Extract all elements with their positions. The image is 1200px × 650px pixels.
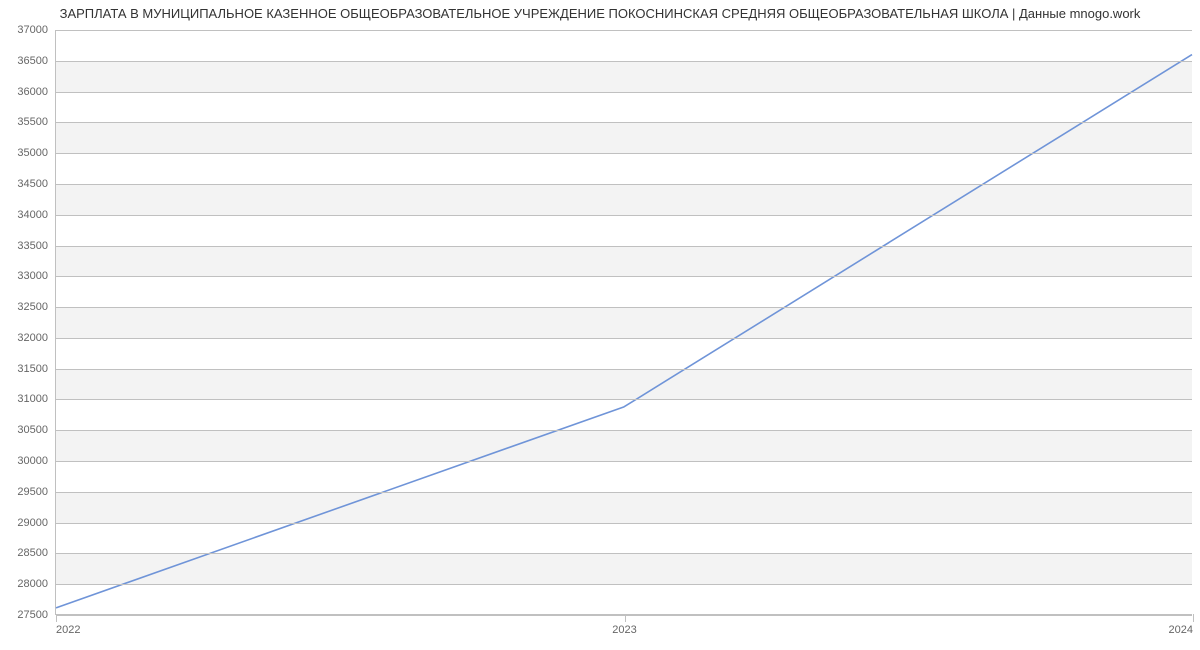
y-gridline — [56, 461, 1192, 462]
y-tick-label: 35000 — [17, 147, 48, 159]
y-gridline — [56, 584, 1192, 585]
y-gridline — [56, 215, 1192, 216]
x-tick-label: 2022 — [56, 624, 80, 636]
plot-area: 2750028000285002900029500300003050031000… — [55, 30, 1192, 615]
salary-line — [56, 55, 1192, 608]
y-gridline — [56, 92, 1192, 93]
y-gridline — [56, 184, 1192, 185]
y-tick-label: 34500 — [17, 178, 48, 190]
y-gridline — [56, 276, 1192, 277]
y-tick-label: 37000 — [17, 24, 48, 36]
y-tick-label: 32000 — [17, 332, 48, 344]
y-gridline — [56, 153, 1192, 154]
y-tick-label: 31500 — [17, 363, 48, 375]
y-gridline — [56, 492, 1192, 493]
y-tick-label: 33000 — [17, 270, 48, 282]
y-tick-label: 29500 — [17, 486, 48, 498]
y-tick-label: 32500 — [17, 301, 48, 313]
y-tick-label: 36500 — [17, 55, 48, 67]
y-tick-label: 31000 — [17, 393, 48, 405]
y-tick-label: 29000 — [17, 517, 48, 529]
y-gridline — [56, 338, 1192, 339]
y-tick-label: 27500 — [17, 609, 48, 621]
y-tick-label: 28500 — [17, 547, 48, 559]
line-series-svg — [56, 30, 1192, 614]
x-tick-label: 2023 — [612, 624, 636, 636]
x-tick — [625, 614, 626, 622]
y-gridline — [56, 30, 1192, 31]
y-gridline — [56, 523, 1192, 524]
y-tick-label: 30500 — [17, 424, 48, 436]
x-tick — [1193, 614, 1194, 622]
x-tick — [56, 614, 57, 622]
y-gridline — [56, 122, 1192, 123]
y-gridline — [56, 61, 1192, 62]
y-gridline — [56, 246, 1192, 247]
x-tick-label: 2024 — [1169, 624, 1193, 636]
y-tick-label: 34000 — [17, 209, 48, 221]
y-tick-label: 35500 — [17, 116, 48, 128]
salary-line-chart: ЗАРПЛАТА В МУНИЦИПАЛЬНОЕ КАЗЕННОЕ ОБЩЕОБ… — [0, 0, 1200, 650]
y-gridline — [56, 307, 1192, 308]
y-tick-label: 28000 — [17, 578, 48, 590]
y-gridline — [56, 399, 1192, 400]
y-tick-label: 33500 — [17, 240, 48, 252]
chart-title: ЗАРПЛАТА В МУНИЦИПАЛЬНОЕ КАЗЕННОЕ ОБЩЕОБ… — [0, 6, 1200, 21]
y-gridline — [56, 553, 1192, 554]
y-gridline — [56, 369, 1192, 370]
y-gridline — [56, 430, 1192, 431]
y-tick-label: 30000 — [17, 455, 48, 467]
y-tick-label: 36000 — [17, 86, 48, 98]
